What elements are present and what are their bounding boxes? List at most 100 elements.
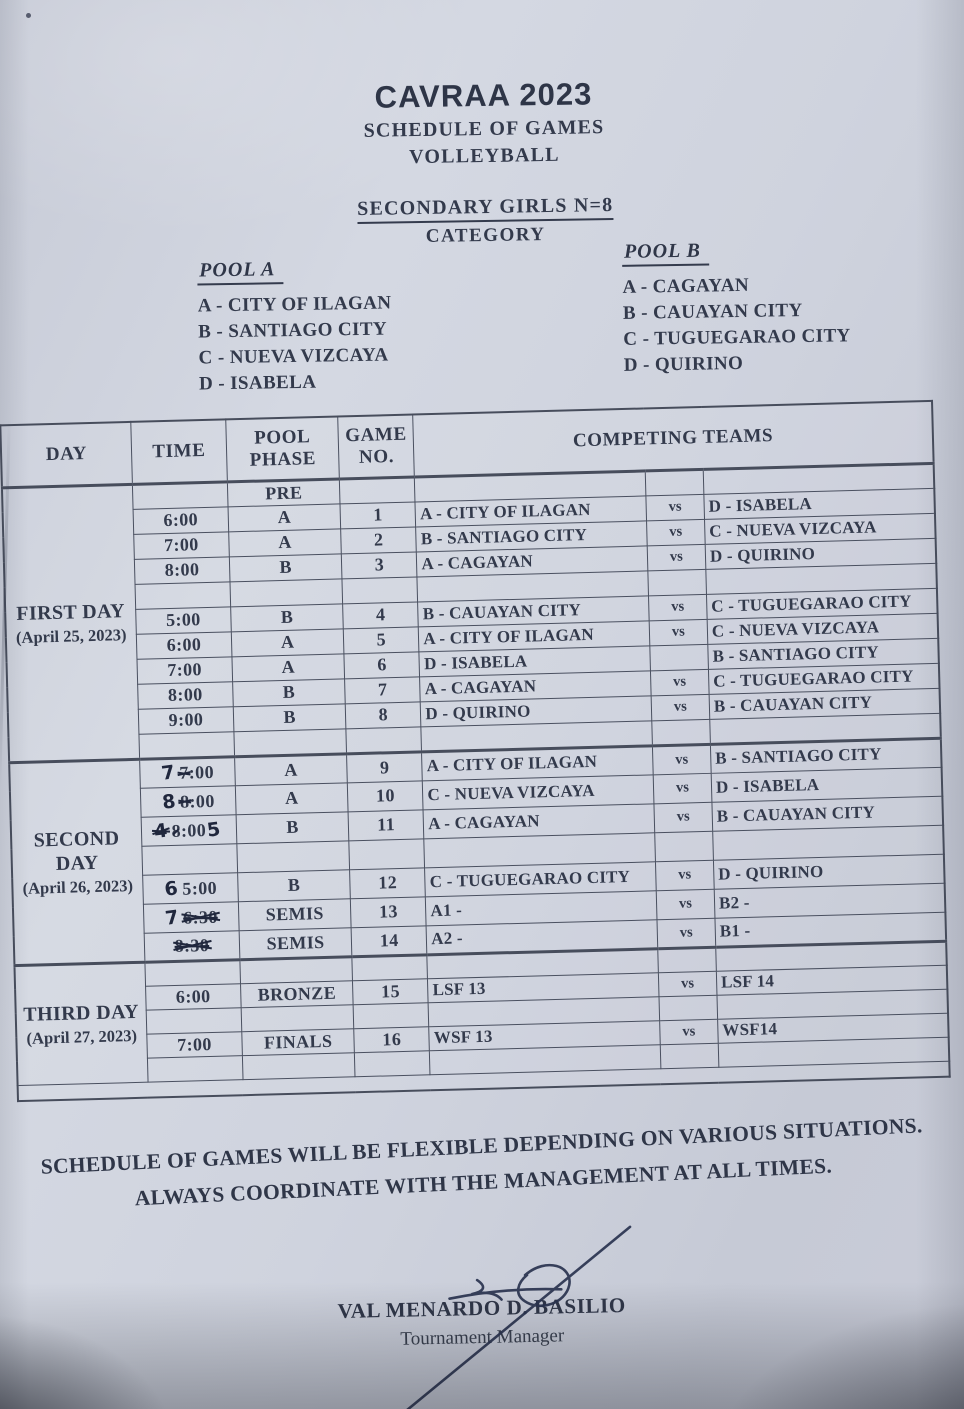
pool-team: C - TUGUEGARAO CITY [623, 325, 851, 350]
vs-cell: vs [648, 593, 708, 621]
game-no-cell: 6 [344, 651, 420, 679]
time-text: 8:00 [167, 684, 203, 706]
time-cell [134, 581, 231, 609]
pool-phase-cell: A [231, 628, 345, 657]
vs-cell: vs [659, 1018, 719, 1045]
time-cell [145, 1007, 242, 1034]
pool-phase-cell: A [234, 753, 348, 786]
time-text: :00 [180, 819, 207, 841]
pool-b-title: POOL B [621, 239, 710, 267]
time-text: 8 [179, 790, 190, 812]
time-text: 7:00 [167, 659, 203, 681]
pool-phase-cell: PRE [227, 478, 341, 507]
game-no-cell: 2 [340, 526, 417, 554]
day-cell: SECOND DAY (April 26, 2023) [9, 758, 145, 966]
vs-cell: vs [653, 772, 712, 804]
game-no-cell: 11 [348, 809, 425, 841]
pool-phase-cell: B [229, 553, 343, 582]
game-no-cell [354, 1050, 431, 1077]
handwritten-time: 7 [164, 905, 181, 930]
day-date: (April 27, 2023) [26, 1025, 138, 1048]
game-no-cell: 16 [353, 1026, 430, 1053]
time-cell [132, 481, 228, 509]
pool-phase-cell: A [235, 782, 349, 815]
time-text: 8 [171, 820, 182, 841]
time-text: :00 [189, 790, 215, 811]
header-block: CAVRAA 2023 SCHEDULE OF GAMES VOLLEYBALL… [0, 0, 964, 394]
time-text: 7:00 [163, 534, 199, 556]
time-cell: 8:30 [143, 930, 240, 962]
time-text: 5:00 [182, 877, 218, 899]
vs-cell: vs [650, 693, 710, 721]
vs-cell [645, 468, 704, 496]
time-text: :00 [188, 761, 215, 783]
vs-cell [654, 830, 714, 862]
handwritten-time: 6 [163, 876, 180, 901]
pool-phase-cell: FINALS [241, 1028, 355, 1056]
time-text: 8:00 [164, 559, 200, 581]
vs-cell: vs [655, 859, 715, 891]
vs-cell [660, 1042, 719, 1069]
time-cell: 7:00 [133, 531, 230, 559]
pool-phase-cell: SEMIS [239, 927, 353, 960]
vs-cell: vs [645, 493, 705, 521]
game-no-cell [352, 954, 428, 981]
vs-cell [657, 946, 717, 973]
time-cell: 7:00 [146, 1031, 243, 1058]
vs-cell: vs [658, 970, 717, 997]
game-no-cell: 8 [345, 701, 422, 729]
handwritten-time: 8 [161, 789, 178, 814]
game-no-cell: 3 [341, 551, 418, 579]
col-header-game-no: GAME NO. [337, 414, 415, 479]
schedule-table-wrap: DAY TIME POOL PHASE GAME NO. COMPETING T… [0, 399, 951, 1102]
time-cell [144, 959, 241, 986]
handwritten-time: 7 [160, 761, 177, 785]
pool-phase-cell [241, 1004, 354, 1032]
game-no-cell [342, 576, 418, 604]
pool-phase-cell: A [228, 528, 342, 557]
signature-block: VAL MENARDO D. BASILIO Tournament Manage… [0, 1225, 964, 1409]
game-no-cell [353, 1002, 430, 1029]
category-title: SECONDARY GIRLS N=8 [357, 193, 614, 224]
pool-phase-cell: B [232, 678, 346, 707]
handwritten-time: 4 [152, 818, 169, 843]
game-no-cell: 4 [342, 601, 419, 629]
time-cell: 7:00 [136, 656, 233, 684]
vs-cell: vs [652, 743, 712, 775]
time-cell: 8 8:00 [140, 785, 237, 817]
vs-cell [649, 643, 709, 671]
game-no-cell: 12 [349, 867, 426, 899]
pool-team: B - SANTIAGO CITY [198, 318, 388, 343]
time-cell: 7 6:30 [143, 901, 240, 933]
pool-phase-cell [236, 840, 350, 873]
game-no-cell [346, 726, 422, 754]
pool-a-title: POOL A [197, 258, 284, 286]
time-text: 7:00 [176, 1033, 213, 1055]
time-cell: 6:00 [145, 983, 242, 1010]
time-cell [138, 731, 235, 759]
day-date: (April 26, 2023) [22, 875, 134, 898]
game-no-cell [339, 476, 416, 504]
pool-phase-cell [233, 728, 347, 757]
schedule-table: DAY TIME POOL PHASE GAME NO. COMPETING T… [0, 399, 951, 1102]
pool-phase-cell: A [227, 503, 341, 532]
pools-section: POOL A A - CITY OF ILAGAN B - SANTIAGO CI… [0, 0, 964, 394]
pool-team: A - CAGAYAN [622, 274, 750, 298]
time-text: 6:00 [166, 634, 202, 656]
pool-b-team-list: A - CAGAYAN B - CAUAYAN CITY C - TUGUEGARA… [622, 271, 851, 379]
pool-team: B - CAUAYAN CITY [622, 300, 803, 324]
day-label: FIRST DAY [16, 599, 126, 625]
game-no-cell: 5 [343, 626, 420, 654]
game-no-cell: 13 [350, 896, 427, 928]
time-text: 6:00 [175, 985, 211, 1007]
handwritten-time: 5 [205, 817, 223, 842]
time-text: 5:00 [165, 609, 201, 631]
vs-cell: vs [646, 518, 706, 546]
time-cell: 9:00 [138, 706, 234, 734]
pool-a-block: POOL A A - CITY OF ILAGAN B - SANTIAGO CI… [197, 256, 393, 397]
vs-cell: vs [650, 668, 710, 696]
pool-phase-cell: BRONZE [240, 980, 354, 1008]
pool-phase-cell: A [231, 653, 345, 682]
vs-cell: vs [656, 917, 716, 949]
